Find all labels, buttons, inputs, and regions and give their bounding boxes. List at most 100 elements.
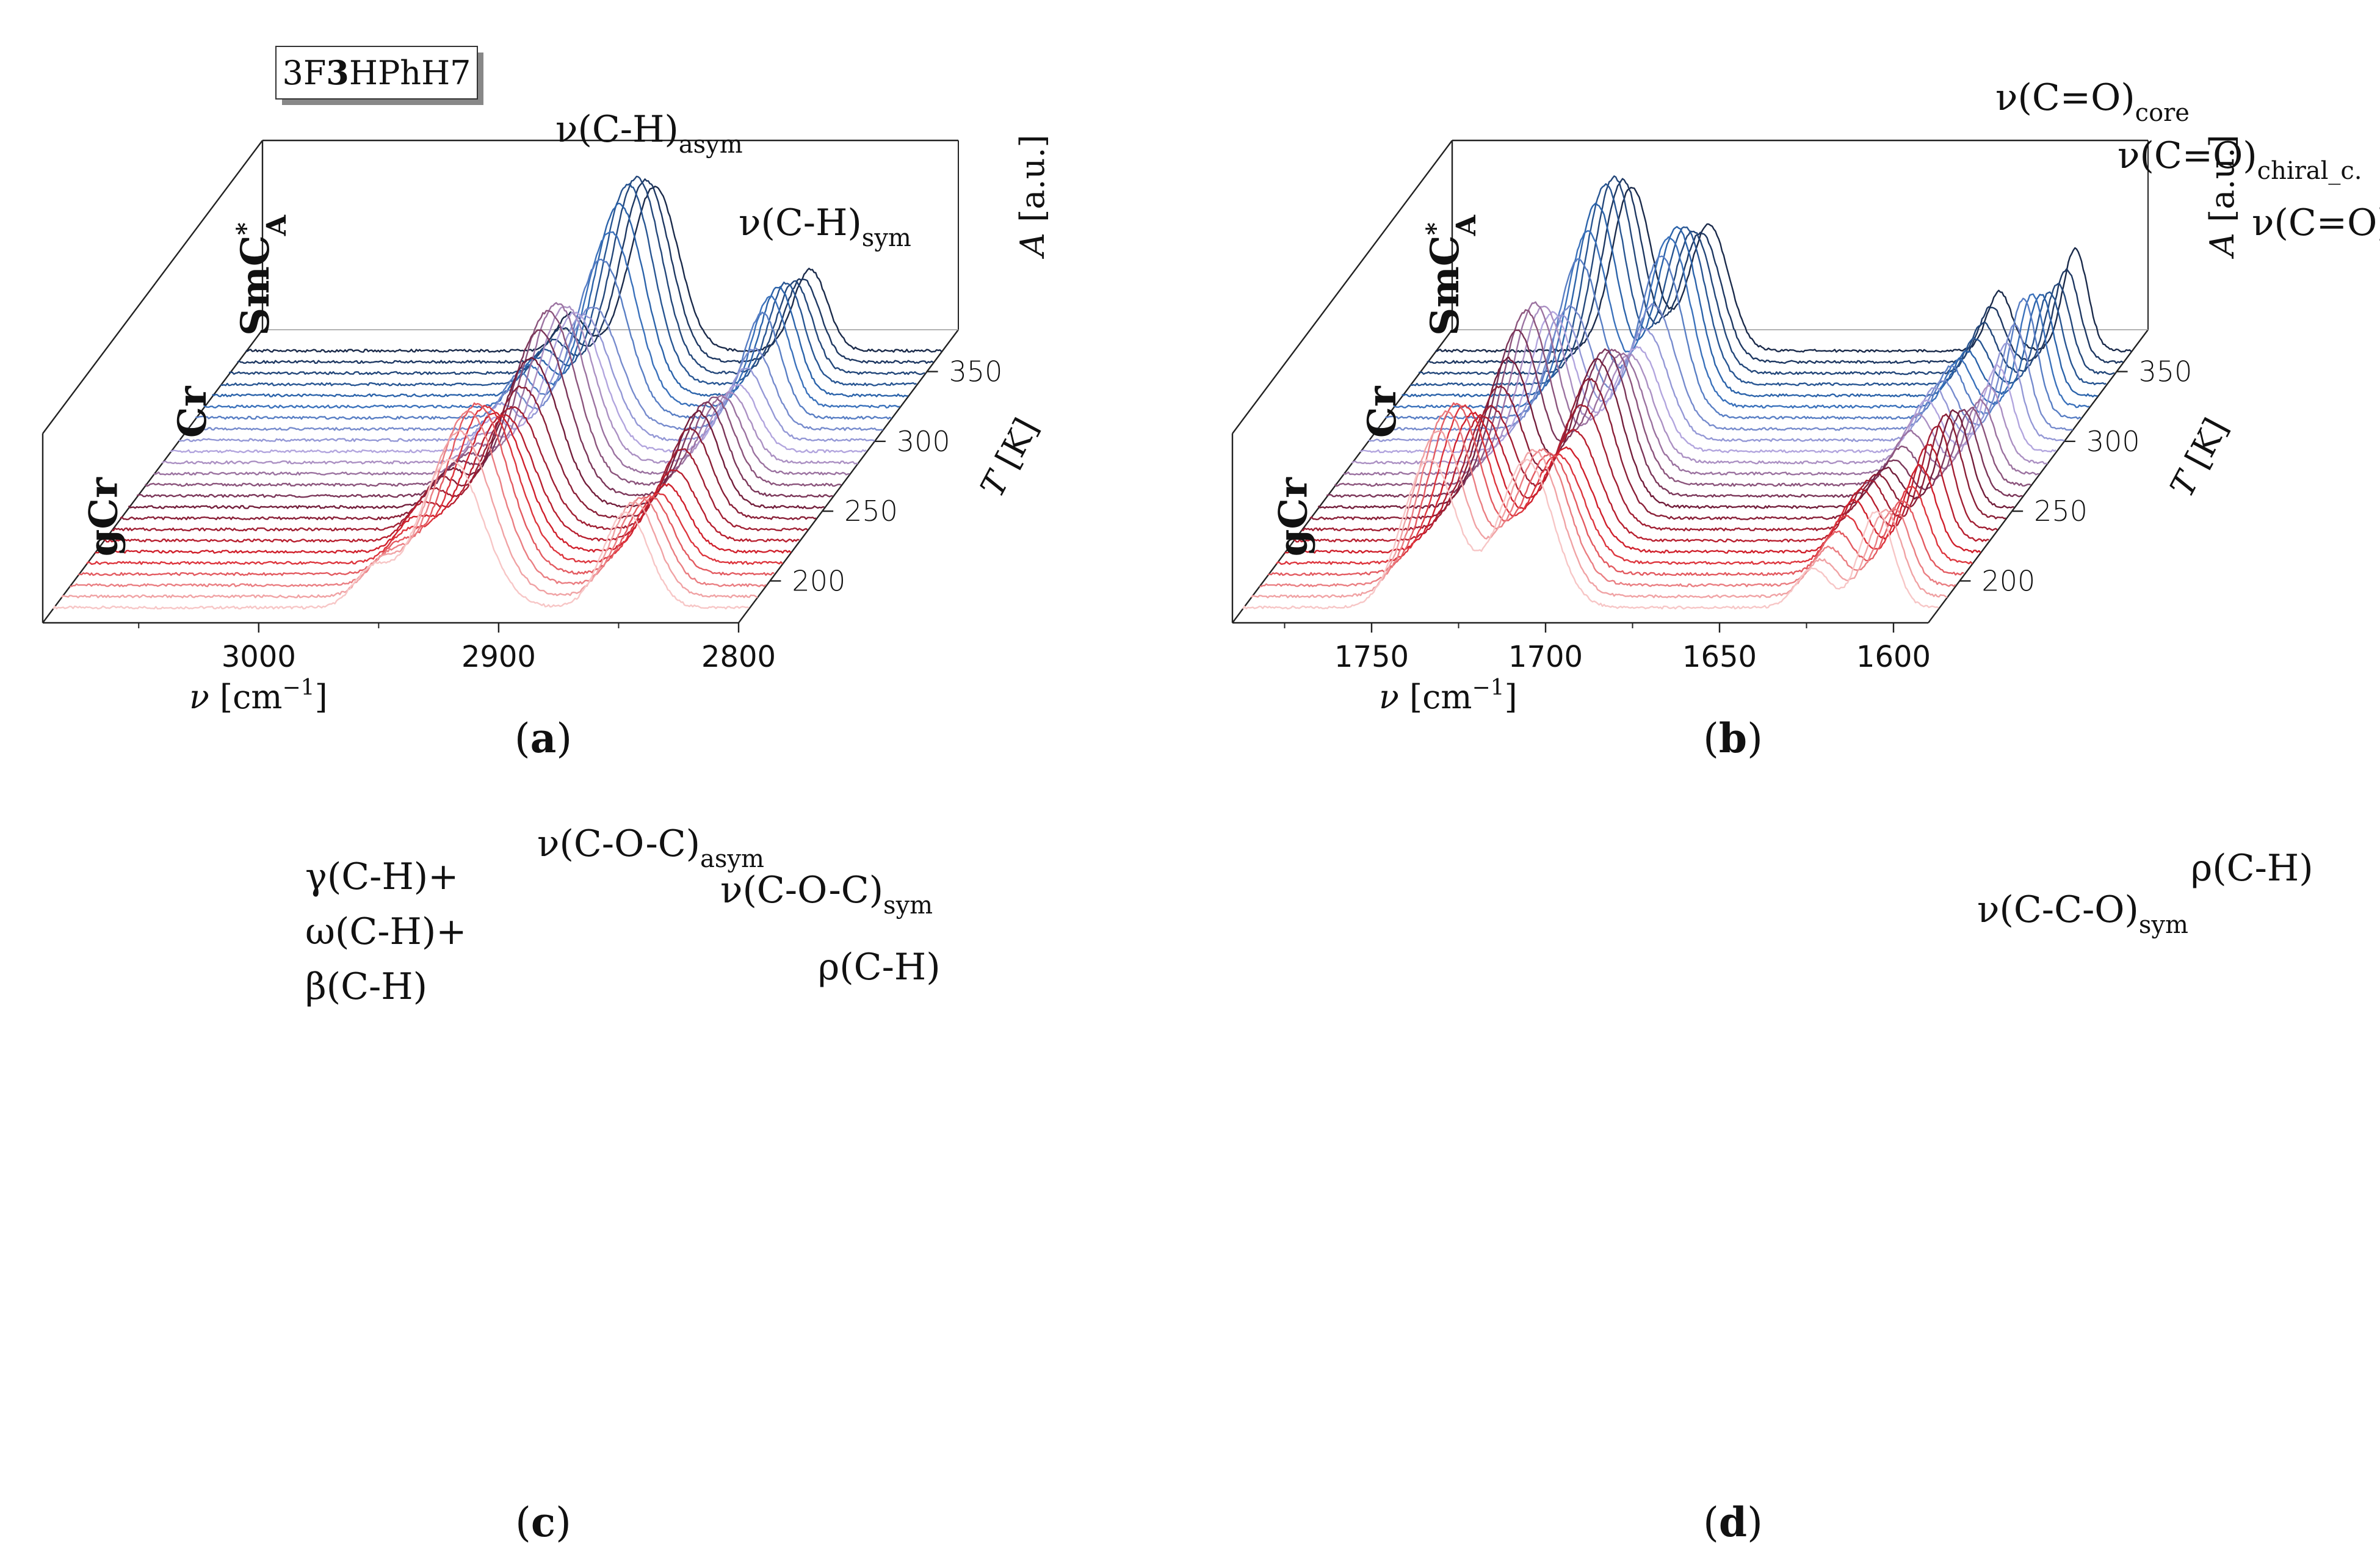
- spectrum-line-T300: [1368, 314, 2065, 443]
- panel-b: 1750 1700 1650 1600 ν [cm−1] 200 250 300 350 T [K…: [1190, 0, 2380, 784]
- spectrum-line-T196: [70, 410, 767, 587]
- mode-annotation: γ(C-H)+ ω(C-H)+ β(C-H): [305, 855, 467, 1008]
- compound-label-frame: [275, 46, 478, 100]
- top-depth-line: [42, 140, 263, 434]
- x-axis-label: ν [cm−1]: [1379, 675, 1517, 716]
- band-label: ν(C-O-C)asym: [537, 822, 764, 873]
- t-ticks: 200 250 300 350: [1959, 355, 2193, 597]
- phase-label-smc: SmC*A: [1421, 214, 1482, 336]
- panel-b-chart: 1750 1700 1650 1600 ν [cm−1] 200 250 300 350 T [K…: [1231, 76, 2380, 762]
- band-label: ν(C-H)asym: [555, 108, 743, 159]
- spectrum-line-T324: [203, 231, 900, 409]
- spectrum-line-T348: [228, 175, 925, 376]
- x-ticks: 3000 2900 2800: [138, 623, 776, 674]
- band-label: ν(C=O)core: [1995, 76, 2190, 127]
- band-label: ν(C=O)chiral_c.: [2118, 134, 2362, 185]
- band-label: ρ(C-H): [2191, 847, 2313, 890]
- x-tick-label: 1700: [1508, 640, 1583, 674]
- t-axis-line: [738, 329, 959, 623]
- spectra: [52, 175, 942, 610]
- compound-label-box: 3F3HPhH7: [275, 46, 483, 105]
- x-tick-label: 2800: [701, 640, 776, 674]
- x-tick-label: 3000: [222, 640, 296, 674]
- t-axis-label: T [K]: [973, 412, 1046, 503]
- panel-label: (c): [515, 1498, 571, 1546]
- t-axis-label: T [K]: [2163, 412, 2235, 503]
- x-tick-label: 1600: [1856, 640, 1931, 674]
- spectrum-line-T364: [245, 186, 942, 353]
- spectrum-line-T348: [1418, 175, 2115, 376]
- band-label: ρ(C-H): [818, 946, 941, 989]
- spectrum-line-T356: [1427, 178, 2124, 364]
- spectrum-line-T188: [61, 429, 758, 598]
- spectrum-line-T228: [103, 414, 800, 543]
- left-depth-line: [42, 329, 263, 623]
- spectrum-line-T236: [1301, 404, 1998, 532]
- spectrum-line-T188: [1251, 430, 1948, 598]
- spectrum-line-T244: [1309, 377, 2006, 520]
- panel-a-chart: 3000 2900 2800 ν [cm−1] 200 250 300 350 T [K] A […: [42, 46, 1052, 762]
- spectrum-line-T332: [212, 203, 908, 397]
- x-tick-label: 1650: [1682, 640, 1757, 674]
- mode-annotation-line: γ(C-H)+: [305, 855, 458, 898]
- t-tick-label: 250: [2034, 495, 2088, 528]
- spectrum-line-T364: [1435, 186, 2132, 353]
- panel-c-chart: 15001400130012001100ν [cm−1]200250300350…: [305, 822, 941, 1546]
- spectrum-line-T340: [1410, 183, 2107, 387]
- panel-c: 15001400130012001100ν [cm−1]200250300350…: [0, 784, 1190, 1568]
- t-tick-label: 350: [2139, 355, 2193, 388]
- spectrum-line-T244: [120, 385, 817, 520]
- panel-label: (a): [515, 714, 572, 762]
- spectrum-line-T284: [161, 305, 858, 465]
- spectrum-line-T220: [95, 412, 792, 554]
- t-tick-label: 250: [844, 495, 898, 528]
- x-tick-label: 2900: [461, 640, 536, 674]
- spectrum-line-T332: [1402, 202, 2098, 397]
- x-axis-label: ν [cm−1]: [189, 675, 328, 716]
- spectrum-line-T308: [186, 307, 883, 431]
- x-ticks: 1750 1700 1650 1600: [1284, 623, 1931, 674]
- t-ticks: 200 250 300 350: [770, 355, 1003, 597]
- top-depth-line: [1232, 140, 1453, 434]
- spectrum-line-T204: [78, 402, 775, 576]
- spectrum-line-T276: [153, 302, 850, 476]
- left-depth-line: [1232, 329, 1453, 623]
- band-label: ν(C=O): [2252, 201, 2380, 244]
- spectrum-line-T308: [1376, 303, 2073, 431]
- spectrum-line-T316: [195, 258, 892, 420]
- spectrum-line-T260: [1326, 329, 2023, 498]
- phase-labels: gCr Cr SmC*A: [81, 214, 292, 556]
- band-label: ν(C-O-C)sym: [720, 869, 933, 920]
- phase-label-gcr: gCr: [1270, 477, 1316, 557]
- spectrum-line-T212: [86, 405, 783, 565]
- spectrum-line-T292: [1360, 311, 2056, 454]
- panel-a: 3000 2900 2800 ν [cm−1] 200 250 300 350 T [K] A […: [0, 0, 1190, 784]
- t-tick-label: 200: [1981, 564, 2035, 597]
- x-tick-label: 1750: [1334, 640, 1409, 674]
- spectrum-line-T196: [1259, 410, 1956, 587]
- phase-label-smc: SmC*A: [231, 214, 292, 336]
- band-label: ν(C-H)sym: [739, 201, 911, 252]
- phase-label-cr: Cr: [170, 385, 215, 438]
- mode-annotation-line: β(C-H): [305, 965, 427, 1008]
- t-axis-line: [1928, 329, 2149, 623]
- band-labels: ν(C=O)core ν(C=O)chiral_c. ν(C=O): [1995, 76, 2380, 244]
- band-labels: ν(C-H)asym ν(C-H)sym: [555, 108, 911, 252]
- spectrum-line-T356: [237, 178, 934, 364]
- axis-frame: [1231, 139, 2149, 624]
- phase-label-cr: Cr: [1359, 385, 1405, 438]
- spectrum-line-T340: [220, 183, 917, 387]
- t-tick-label: 350: [949, 355, 1003, 388]
- a-axis-label: A [a.u.]: [2203, 134, 2241, 260]
- spectrum-line-T324: [1393, 230, 2090, 409]
- spectrum-line-T180: [1242, 459, 1939, 610]
- phase-label-gcr: gCr: [81, 477, 126, 557]
- compound-label: 3F3HPhH7: [282, 53, 471, 92]
- a-axis-label: A [a.u.]: [1013, 134, 1052, 260]
- panel-label: (d): [1703, 1498, 1763, 1546]
